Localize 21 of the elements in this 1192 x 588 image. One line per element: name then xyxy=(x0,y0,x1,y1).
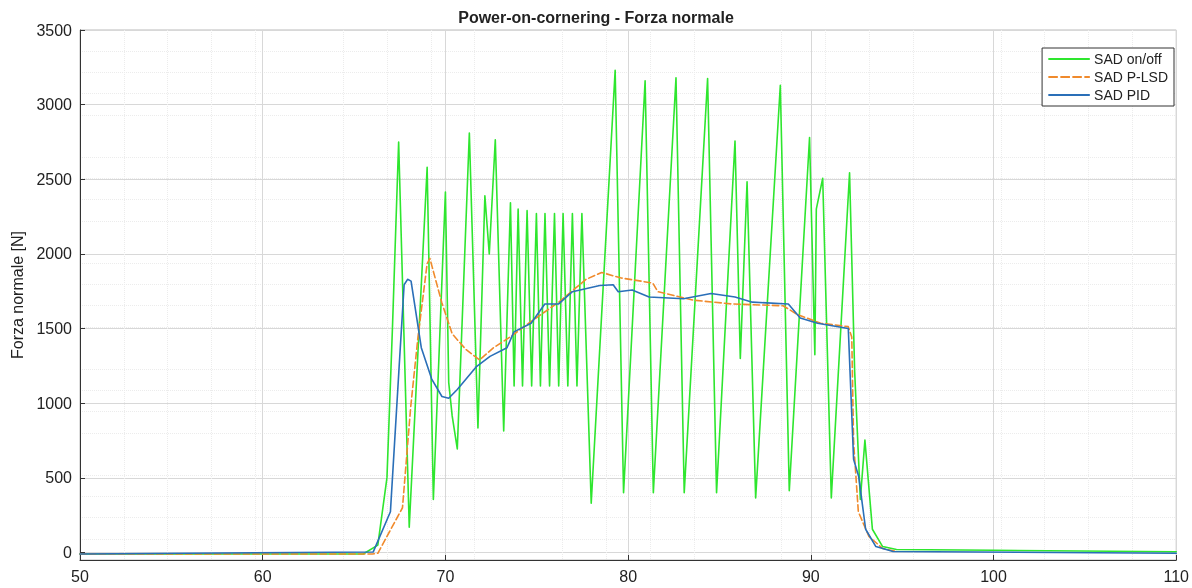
x-tick-label: 50 xyxy=(71,567,89,585)
y-tick-label: 1000 xyxy=(36,394,73,412)
x-tick-label: 90 xyxy=(801,567,820,585)
legend-label: SAD P-LSD xyxy=(1094,69,1169,85)
y-tick-label: 1500 xyxy=(36,320,73,338)
x-tick-label: 60 xyxy=(253,567,272,585)
y-tick-label: 500 xyxy=(45,469,73,487)
legend-label: SAD PID xyxy=(1094,87,1151,103)
x-tick-label: 110 xyxy=(1163,567,1190,585)
y-tick-label: 3000 xyxy=(36,96,73,114)
x-tick-label: 80 xyxy=(619,567,638,585)
y-tick-label: 3500 xyxy=(36,21,73,39)
y-tick-label: 2000 xyxy=(36,245,73,263)
chart-title: Power-on-cornering - Forza normale xyxy=(458,8,734,26)
y-axis-title: Forza normale [N] xyxy=(9,230,27,360)
x-tick-label: 70 xyxy=(436,567,455,585)
x-tick-label: 100 xyxy=(980,567,1007,585)
legend-label: SAD on/off xyxy=(1094,51,1162,67)
line-series xyxy=(79,278,1178,555)
y-tick-label: 2500 xyxy=(36,170,73,188)
y-tick-label: 0 xyxy=(63,544,73,562)
